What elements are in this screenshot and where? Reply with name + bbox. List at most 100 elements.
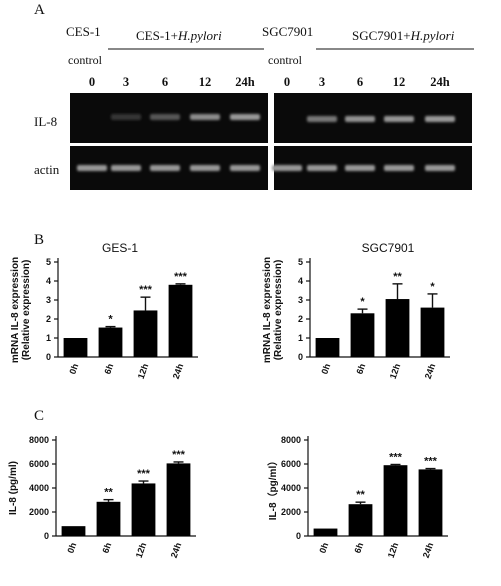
y-tick-label: 2000 bbox=[281, 507, 301, 517]
bar bbox=[98, 327, 123, 357]
bar bbox=[315, 338, 340, 357]
significance-marker: ** bbox=[393, 271, 402, 283]
significance-marker: *** bbox=[172, 449, 186, 461]
y-tick-label: 6000 bbox=[281, 459, 301, 469]
y-axis-label: IL-8 (pg/ml) bbox=[8, 461, 19, 515]
right-time-label: 0 bbox=[284, 75, 290, 89]
y-axis-label-line1: IL-8（pg/ml） bbox=[266, 456, 279, 520]
left-control-label: control bbox=[68, 53, 103, 67]
bar bbox=[385, 299, 410, 357]
y-tick-label: 5 bbox=[298, 257, 303, 267]
significance-marker: ** bbox=[356, 489, 365, 501]
x-tick-label: 24h bbox=[169, 541, 184, 559]
bar bbox=[350, 313, 375, 357]
y-tick-label: 6000 bbox=[29, 459, 49, 469]
y-tick-label: 2000 bbox=[29, 507, 49, 517]
right-time-label: 12 bbox=[393, 75, 406, 89]
x-tick-label: 24h bbox=[421, 541, 436, 559]
x-tick-label: 6h bbox=[352, 541, 365, 554]
significance-marker: ** bbox=[104, 487, 113, 499]
significance-marker: *** bbox=[389, 451, 403, 463]
left-actin-band bbox=[77, 165, 107, 171]
x-tick-label: 24h bbox=[171, 362, 186, 380]
y-tick-label: 4 bbox=[298, 276, 303, 286]
left-infected-label: CES-1+H.pylori bbox=[136, 28, 222, 43]
row-label-il8: IL-8 bbox=[34, 114, 57, 129]
left-actin-band bbox=[111, 165, 141, 171]
x-tick-label: 12h bbox=[388, 362, 403, 380]
left-actin-band bbox=[150, 165, 180, 171]
y-axis-label: mRNA IL-8 expression(Relative expression… bbox=[10, 257, 32, 363]
y-axis-label-line1: mRNA IL-8 expression bbox=[10, 257, 21, 363]
y-tick-label: 0 bbox=[296, 531, 301, 541]
y-tick-label: 5 bbox=[46, 257, 51, 267]
x-tick-label: 12h bbox=[134, 541, 149, 559]
bar bbox=[418, 469, 443, 536]
chart-title: GES-1 bbox=[102, 241, 138, 255]
y-tick-label: 0 bbox=[298, 352, 303, 362]
significance-marker: * bbox=[108, 314, 113, 326]
right-actin-band bbox=[345, 165, 375, 171]
y-tick-label: 8000 bbox=[281, 435, 301, 445]
left-time-label: 3 bbox=[123, 75, 129, 89]
x-tick-label: 0h bbox=[317, 541, 330, 554]
left-time-label: 12 bbox=[199, 75, 212, 89]
right-actin-band bbox=[307, 165, 337, 171]
bar bbox=[383, 465, 408, 536]
y-tick-label: 2 bbox=[46, 314, 51, 324]
x-tick-label: 12h bbox=[386, 541, 401, 559]
right-time-label: 3 bbox=[319, 75, 325, 89]
x-tick-label: 0h bbox=[319, 362, 332, 375]
chart-c-left: IL-8 (pg/ml) 0 2000 4000 6000 8000 0h ** 6h *** 12… bbox=[8, 435, 196, 559]
y-tick-label: 0 bbox=[44, 531, 49, 541]
right-cell-label: SGC7901 bbox=[262, 24, 313, 39]
right-actin-band bbox=[272, 165, 302, 171]
right-il8-band bbox=[307, 116, 337, 122]
significance-marker: *** bbox=[174, 271, 188, 283]
y-tick-label: 1 bbox=[46, 333, 51, 343]
left-actin-band bbox=[190, 165, 220, 171]
left-infected-prefix: CES-1+ bbox=[136, 28, 178, 43]
bar bbox=[348, 504, 373, 536]
right-actin-band bbox=[425, 165, 455, 171]
y-axis-label: IL-8（pg/ml） bbox=[266, 456, 279, 520]
left-time-label: 0 bbox=[89, 75, 95, 89]
x-tick-label: 6h bbox=[100, 541, 113, 554]
right-time-labels: 0 3 6 12 24h bbox=[284, 75, 450, 89]
left-infected-italic: H.pylori bbox=[177, 28, 222, 43]
y-tick-label: 8000 bbox=[29, 435, 49, 445]
left-actin-band bbox=[230, 165, 260, 171]
significance-marker: * bbox=[360, 296, 365, 308]
right-il8-band bbox=[384, 116, 414, 122]
left-il8-band bbox=[150, 114, 180, 120]
right-infected-label: SGC7901+H.pylori bbox=[352, 28, 455, 43]
chart-b-ges1: GES-1 mRNA IL-8 expression(Relative expre… bbox=[10, 241, 198, 380]
y-axis-label-line1: mRNA IL-8 expression bbox=[262, 257, 273, 363]
panel-c-letter: C bbox=[34, 408, 44, 424]
left-time-label: 6 bbox=[162, 75, 168, 89]
y-tick-label: 1 bbox=[298, 333, 303, 343]
x-tick-label: 24h bbox=[423, 362, 438, 380]
left-cell-label: CES-1 bbox=[66, 24, 101, 39]
x-tick-label: 12h bbox=[136, 362, 151, 380]
x-tick-label: 6h bbox=[102, 362, 115, 375]
bar bbox=[313, 528, 338, 536]
chart-title: SGC7901 bbox=[362, 241, 415, 255]
right-infected-prefix: SGC7901+ bbox=[352, 28, 411, 43]
bar bbox=[63, 338, 88, 357]
y-tick-label: 2 bbox=[298, 314, 303, 324]
right-il8-band bbox=[425, 116, 455, 122]
y-tick-label: 4000 bbox=[29, 483, 49, 493]
right-time-label: 6 bbox=[357, 75, 363, 89]
left-time-labels: 0 3 6 12 24h bbox=[89, 75, 255, 89]
significance-marker: *** bbox=[139, 284, 153, 296]
y-axis-label-line1: IL-8 (pg/ml) bbox=[8, 461, 19, 515]
y-tick-label: 4000 bbox=[281, 483, 301, 493]
y-tick-label: 4 bbox=[46, 276, 51, 286]
y-axis-label-line2: (Relative expression) bbox=[273, 260, 284, 361]
significance-marker: * bbox=[430, 281, 435, 293]
left-il8-band bbox=[190, 114, 220, 120]
significance-marker: *** bbox=[137, 468, 151, 480]
row-label-actin: actin bbox=[34, 162, 60, 177]
